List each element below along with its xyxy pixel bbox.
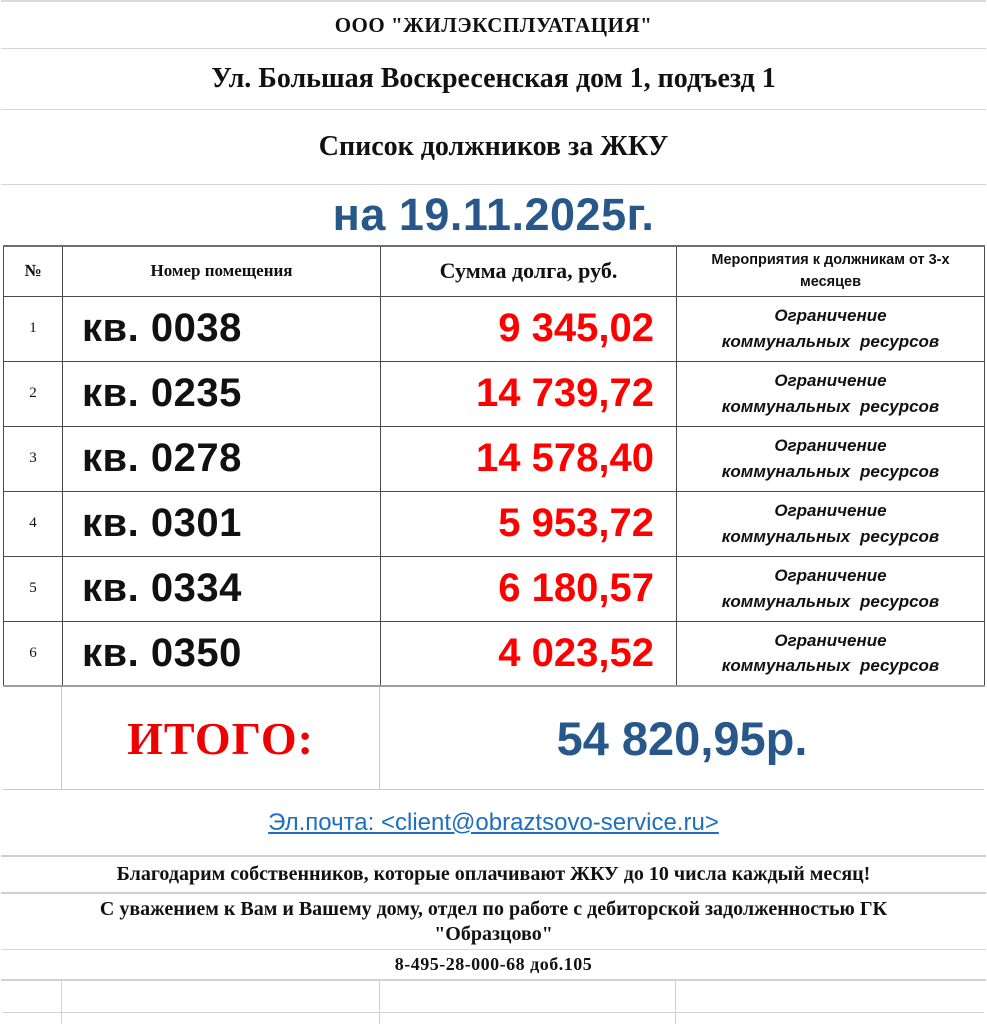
action-line1: Ограничение	[774, 306, 887, 325]
action-line2: коммунальных ресурсов	[721, 526, 940, 546]
column-header-num: №	[3, 245, 63, 297]
empty-cell	[3, 981, 62, 1012]
thanks-message: Благодарим собственников, которые оплачи…	[116, 863, 871, 885]
debt-amount-cell: 14 739,72	[380, 360, 677, 427]
action-line1: Ограничение	[774, 436, 887, 455]
contact-phone: 8-495-28-000-68 доб.105	[394, 954, 593, 974]
apartment-cell: кв. 0334	[62, 555, 381, 622]
list-title: Список должников за ЖКУ	[318, 131, 669, 162]
empty-cell	[62, 1013, 380, 1024]
apartment-cell: кв. 0235	[62, 360, 381, 427]
empty-cell	[62, 981, 380, 1012]
debtors-table: № Номер помещения Сумма долга, руб. Меро…	[3, 245, 985, 687]
building-address: Ул. Большая Воскресенская дом 1, подъезд…	[211, 63, 776, 94]
action-cell: Ограничение коммунальных ресурсов	[676, 620, 985, 687]
action-line2: коммунальных ресурсов	[721, 331, 940, 351]
row-number: 1	[3, 295, 63, 362]
total-label: ИТОГО:	[127, 712, 314, 764]
action-line2: коммунальных ресурсов	[721, 656, 940, 676]
debt-amount-cell: 14 578,40	[380, 425, 677, 492]
apartment-cell: кв. 0301	[62, 490, 381, 557]
table-row: 5 кв. 0334 6 180,57 Ограничение коммуналь…	[3, 555, 985, 622]
action-line1: Ограничение	[774, 566, 887, 585]
action-cell: Ограничение коммунальных ресурсов	[676, 490, 985, 557]
action-line2: коммунальных ресурсов	[721, 461, 940, 481]
action-line2: коммунальных ресурсов	[721, 396, 940, 416]
total-label-cell: ИТОГО:	[62, 687, 380, 789]
action-cell: Ограничение коммунальных ресурсов	[676, 360, 985, 427]
empty-cell	[676, 981, 984, 1012]
action-cell: Ограничение коммунальных ресурсов	[676, 295, 985, 362]
apartment-cell: кв. 0038	[62, 295, 381, 362]
action-cell: Ограничение коммунальных ресурсов	[676, 555, 985, 622]
row-number: 3	[3, 425, 63, 492]
action-line2: коммунальных ресурсов	[721, 591, 940, 611]
row-number: 4	[3, 490, 63, 557]
column-header-debt: Сумма долга, руб.	[380, 245, 677, 297]
action-line1: Ограничение	[774, 371, 887, 390]
regards-message: С уважением к Вам и Вашему дому, отдел п…	[99, 897, 888, 945]
apartment-cell: кв. 0350	[62, 620, 381, 687]
regards-row: С уважением к Вам и Вашему дому, отдел п…	[1, 894, 986, 950]
debt-amount-cell: 4 023,52	[380, 620, 677, 687]
debt-amount-cell: 5 953,72	[380, 490, 677, 557]
table-row: 1 кв. 0038 9 345,02 Ограничение коммуналь…	[3, 295, 985, 362]
empty-grid-row	[3, 1013, 984, 1024]
email-row: Эл.почта: <client@obraztsovo-service.ru>	[1, 790, 986, 857]
company-title: ООО "ЖИЛЭКСПЛУАТАЦИЯ"	[334, 12, 653, 37]
empty-cell	[380, 1013, 676, 1024]
table-row: 2 кв. 0235 14 739,72 Ограничение коммунал…	[3, 360, 985, 427]
debt-amount-cell: 9 345,02	[380, 295, 677, 362]
row-number: 6	[3, 620, 63, 687]
thanks-row: Благодарим собственников, которые оплачи…	[1, 857, 986, 894]
report-date: на 19.11.2025г.	[332, 189, 655, 240]
company-title-row: ООО "ЖИЛЭКСПЛУАТАЦИЯ"	[1, 0, 986, 49]
column-header-apartment: Номер помещения	[62, 245, 381, 297]
empty-cell	[676, 1013, 984, 1024]
total-row-spacer	[3, 687, 62, 789]
date-row: на 19.11.2025г.	[1, 185, 986, 245]
table-row: 3 кв. 0278 14 578,40 Ограничение коммунал…	[3, 425, 985, 492]
empty-cell	[380, 981, 676, 1012]
list-title-row: Список должников за ЖКУ	[1, 110, 986, 185]
table-row: 4 кв. 0301 5 953,72 Ограничение коммуналь…	[3, 490, 985, 557]
apartment-cell: кв. 0278	[62, 425, 381, 492]
empty-cell	[3, 1013, 62, 1024]
row-number: 2	[3, 360, 63, 427]
phone-row: 8-495-28-000-68 доб.105	[1, 950, 986, 981]
action-line1: Ограничение	[774, 630, 887, 650]
action-line1: Ограничение	[774, 501, 887, 520]
row-number: 5	[3, 555, 63, 622]
action-cell: Ограничение коммунальных ресурсов	[676, 425, 985, 492]
total-value-cell: 54 820,95р.	[380, 687, 984, 789]
column-header-actions: Мероприятия к должникам от 3-х месяцев	[676, 245, 985, 297]
total-row: ИТОГО: 54 820,95р.	[3, 687, 984, 790]
email-link[interactable]: Эл.почта: <client@obraztsovo-service.ru>	[268, 808, 719, 836]
table-header-row: № Номер помещения Сумма долга, руб. Меро…	[3, 245, 985, 297]
empty-grid-row	[3, 981, 984, 1013]
table-row: 6 кв. 0350 4 023,52 Ограничение коммуналь…	[3, 620, 985, 687]
total-value: 54 820,95р.	[556, 711, 808, 765]
address-row: Ул. Большая Воскресенская дом 1, подъезд…	[1, 49, 986, 110]
debt-amount-cell: 6 180,57	[380, 555, 677, 622]
